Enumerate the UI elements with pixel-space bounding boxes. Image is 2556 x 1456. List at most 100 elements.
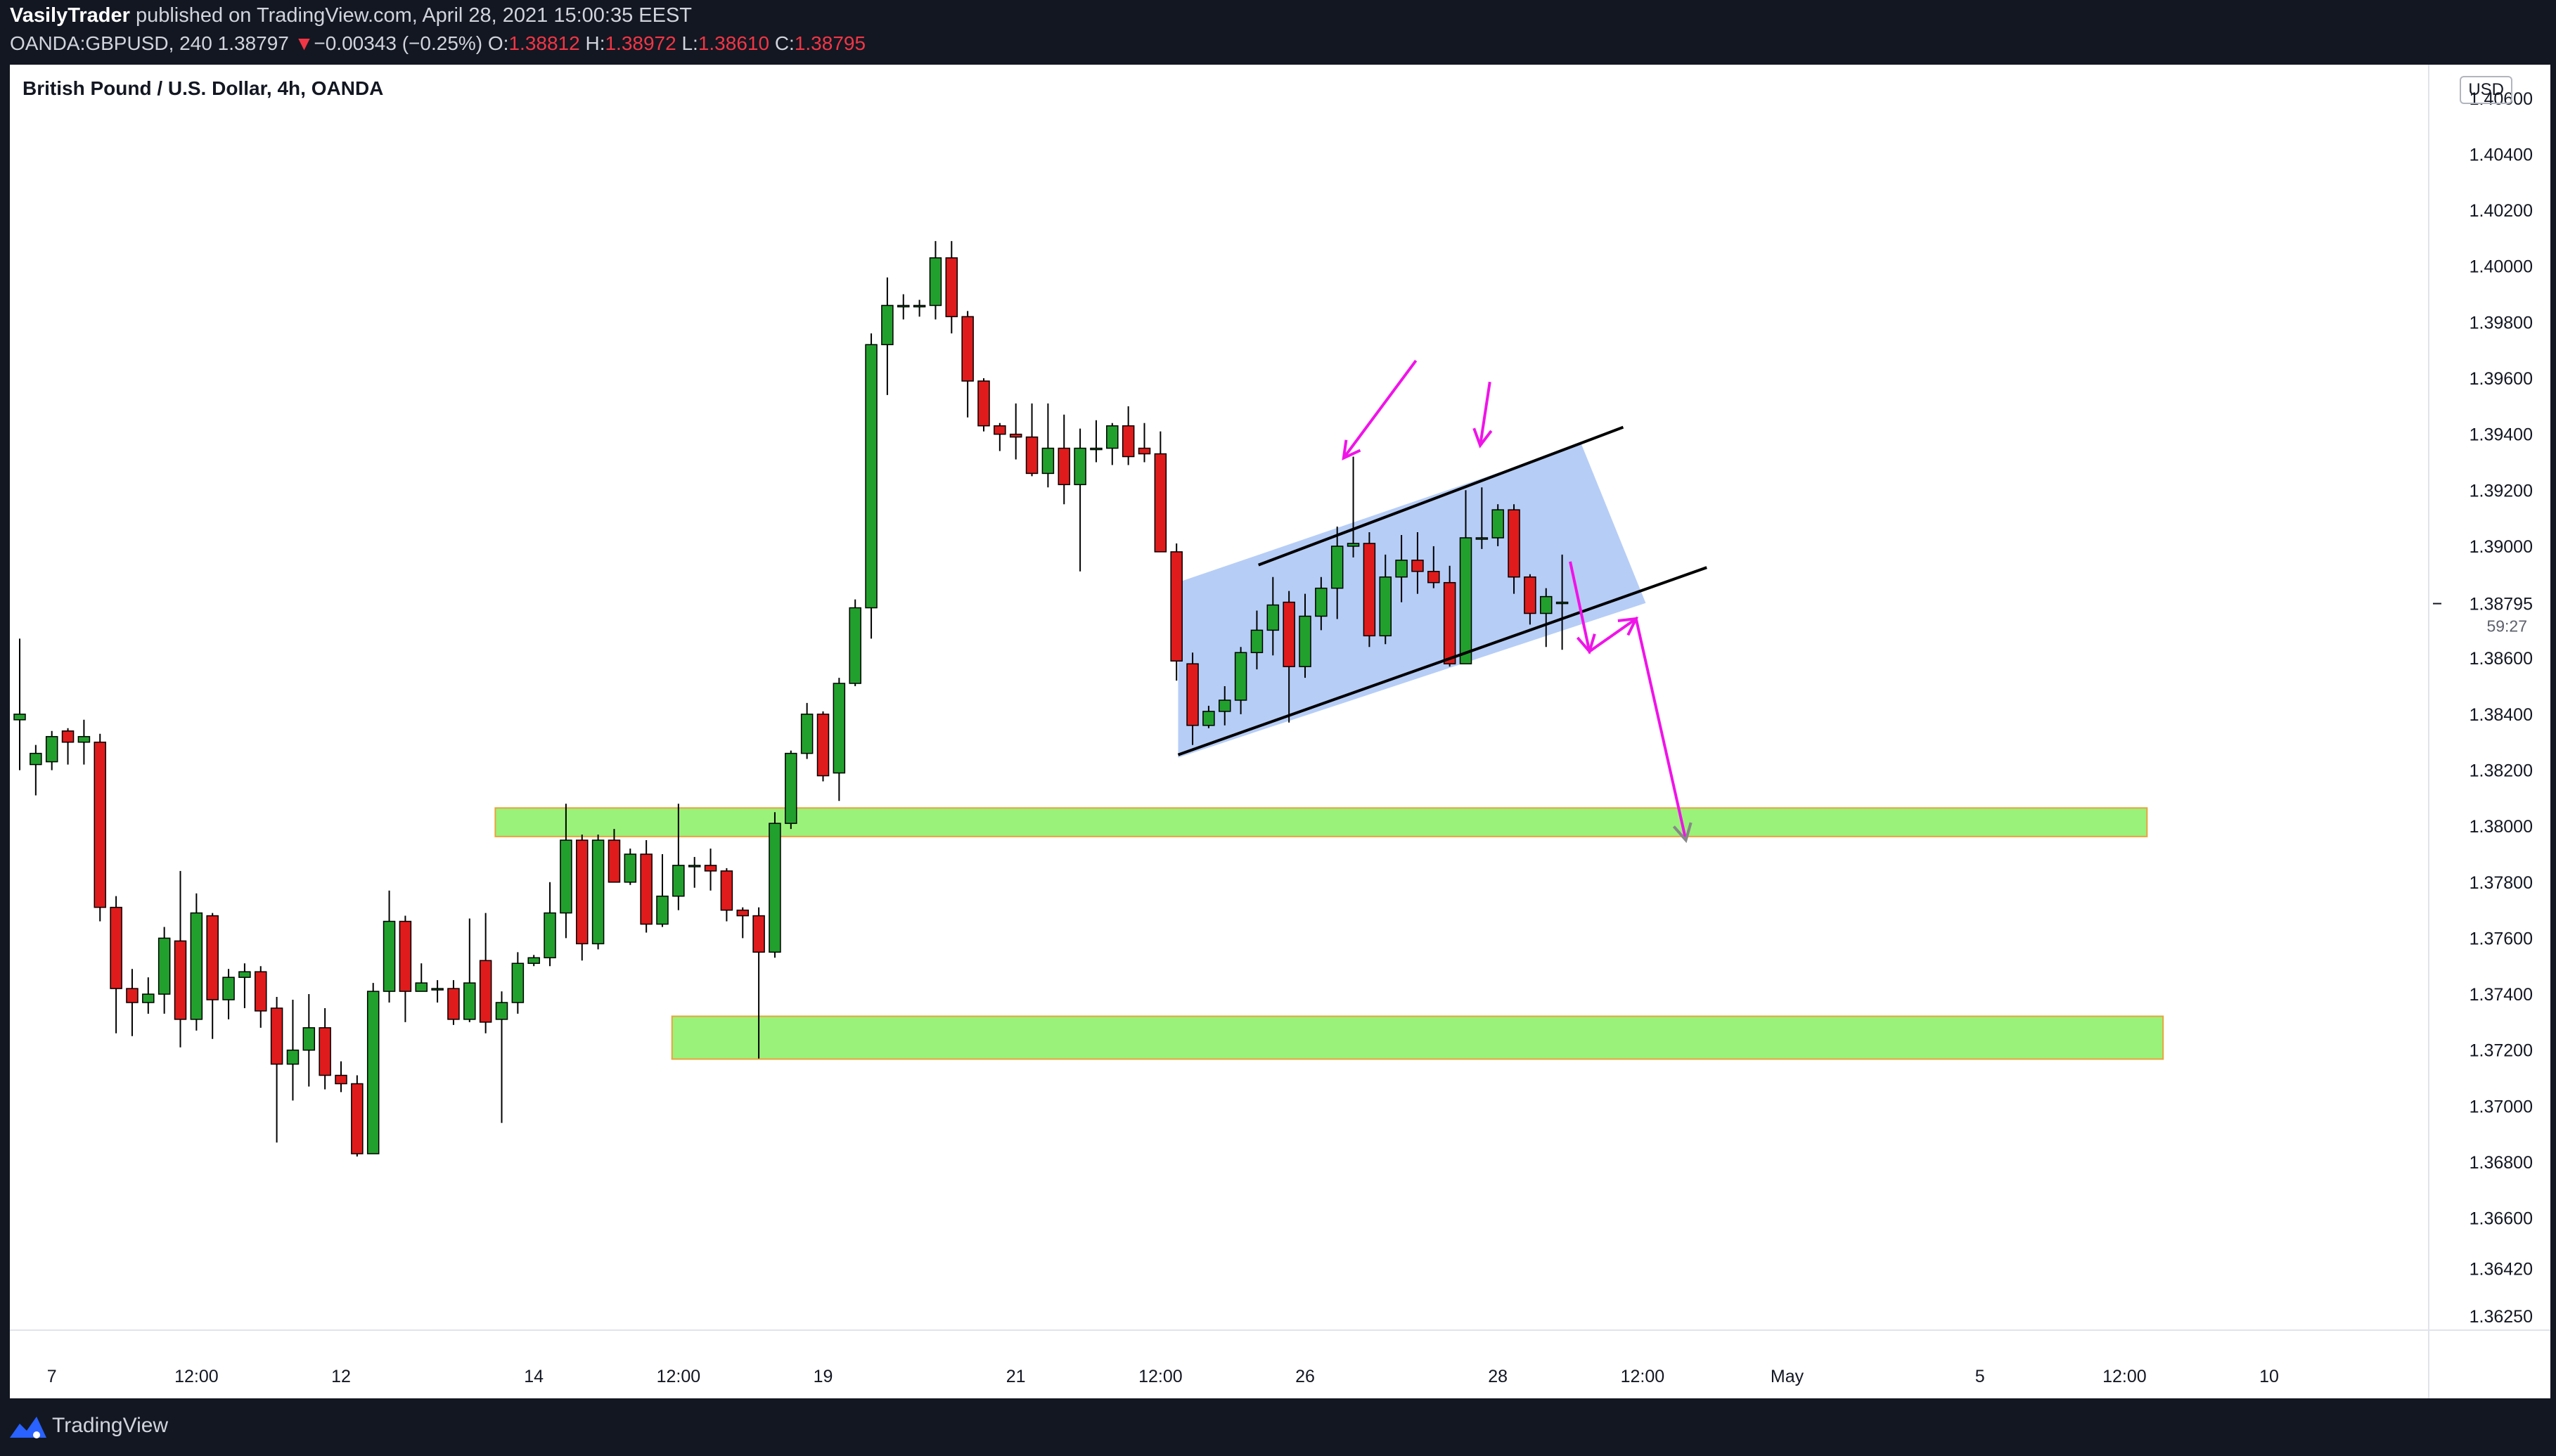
candle-body [1363,543,1376,637]
candle [1219,686,1231,726]
channel-lower-line [1177,566,1707,756]
instrument-title: British Pound / U.S. Dollar, 4h, OANDA [23,77,384,99]
y-tick-label: 1.37200 [2470,1041,2533,1061]
author-name[interactable]: VasilyTrader [10,4,130,27]
candle-body [1025,436,1039,475]
candle [447,980,460,1025]
candle [1427,546,1440,588]
open-label: O: [487,32,509,54]
candle-body [881,304,894,345]
candle [511,952,525,1014]
candle-body [1090,447,1103,451]
candle [158,927,171,1014]
candle-body [1459,537,1472,664]
candle [1025,403,1039,477]
candle-body [415,982,428,992]
candle [351,1075,364,1157]
projection-arrowhead [1617,617,1639,636]
candle [1411,532,1424,594]
candle-body [544,912,556,959]
y-tick-label: 1.36800 [2470,1153,2533,1173]
y-tick-label: 1.40600 [2470,89,2533,109]
x-tick-label: 14 [524,1367,544,1386]
candle [881,277,894,395]
candle [833,678,846,801]
chart-pane[interactable]: 1.40600 1.40400 1.40200 1.40000 1.39800 1.396… [10,65,2550,1398]
candle [30,745,42,796]
y-tick-label: 1.39800 [2470,313,2533,333]
y-tick-label: 1.37800 [2470,873,2533,893]
candle-body [527,957,540,965]
candle [945,240,958,334]
x-tick-label: 12:00 [1138,1367,1183,1386]
candle-body [1266,604,1280,631]
candle-body [1395,560,1408,578]
candle [736,907,749,939]
low-value: 1.38610 [698,32,770,54]
candle-body [1475,537,1489,540]
candle-body [1041,447,1055,475]
y-tick-label: 1.38000 [2470,817,2533,837]
currency-button[interactable]: USD [2460,76,2512,104]
candle [1266,576,1280,656]
open-value: 1.38812 [508,32,580,54]
candle-body [720,870,733,911]
tradingview-brand[interactable]: TradingView [52,1414,169,1437]
support-zone-2 [671,1015,2164,1060]
tradingview-logo-icon[interactable] [8,1414,48,1441]
candle [961,311,974,418]
candle-body [785,752,797,824]
candle [672,804,685,910]
candle-body [1379,576,1392,637]
candle [785,750,797,830]
candle-body [1540,595,1553,614]
candle-body [206,915,219,1000]
candle-body [945,257,958,318]
candle-body [994,425,1006,435]
last-price-label: 1.38795 [2470,595,2533,614]
y-tick-label: 1.37600 [2470,929,2533,948]
footer-bar: TradingView [0,1398,2556,1456]
candle [769,812,781,958]
candle-body [431,988,444,991]
x-tick-label: 12:00 [174,1367,219,1386]
candle-body [591,839,605,945]
candle [994,423,1006,451]
candle [222,969,235,1019]
candle-body [302,1027,316,1051]
y-tick-label: 1.40400 [2470,145,2533,165]
candle-body [576,839,589,945]
low-label: L: [681,32,698,54]
candle [1122,406,1135,465]
candle [688,856,701,888]
candle-body [688,865,701,868]
symbol-label: OANDA:GBPUSD, 240 [10,32,212,54]
candle-body [511,962,525,1003]
x-tick-label: 21 [1006,1367,1026,1386]
y-tick-label: 1.39400 [2470,425,2533,445]
candle [1540,588,1553,648]
candle [1363,532,1376,648]
candle-body [142,993,155,1003]
candle-body [366,991,380,1154]
candle [527,955,540,967]
candle-body [608,839,621,883]
candle [77,719,91,765]
close-value: 1.38795 [794,32,866,54]
candle-body [1138,447,1151,455]
candle-body [1555,601,1569,605]
candle [656,853,669,927]
candle-body [913,304,926,308]
price-chart[interactable]: 1.40600 1.40400 1.40200 1.40000 1.39800 1.396… [10,65,2550,1398]
candle-body [1508,509,1520,578]
candle [142,977,155,1014]
candle-body [1009,433,1022,438]
candle [720,868,733,922]
candle-body [656,895,669,925]
support-zone-1 [494,807,2148,837]
candle [576,835,589,961]
candle [126,969,139,1036]
y-tick-label: 1.39000 [2470,537,2533,557]
candle [752,907,765,1059]
candle [1283,591,1295,723]
